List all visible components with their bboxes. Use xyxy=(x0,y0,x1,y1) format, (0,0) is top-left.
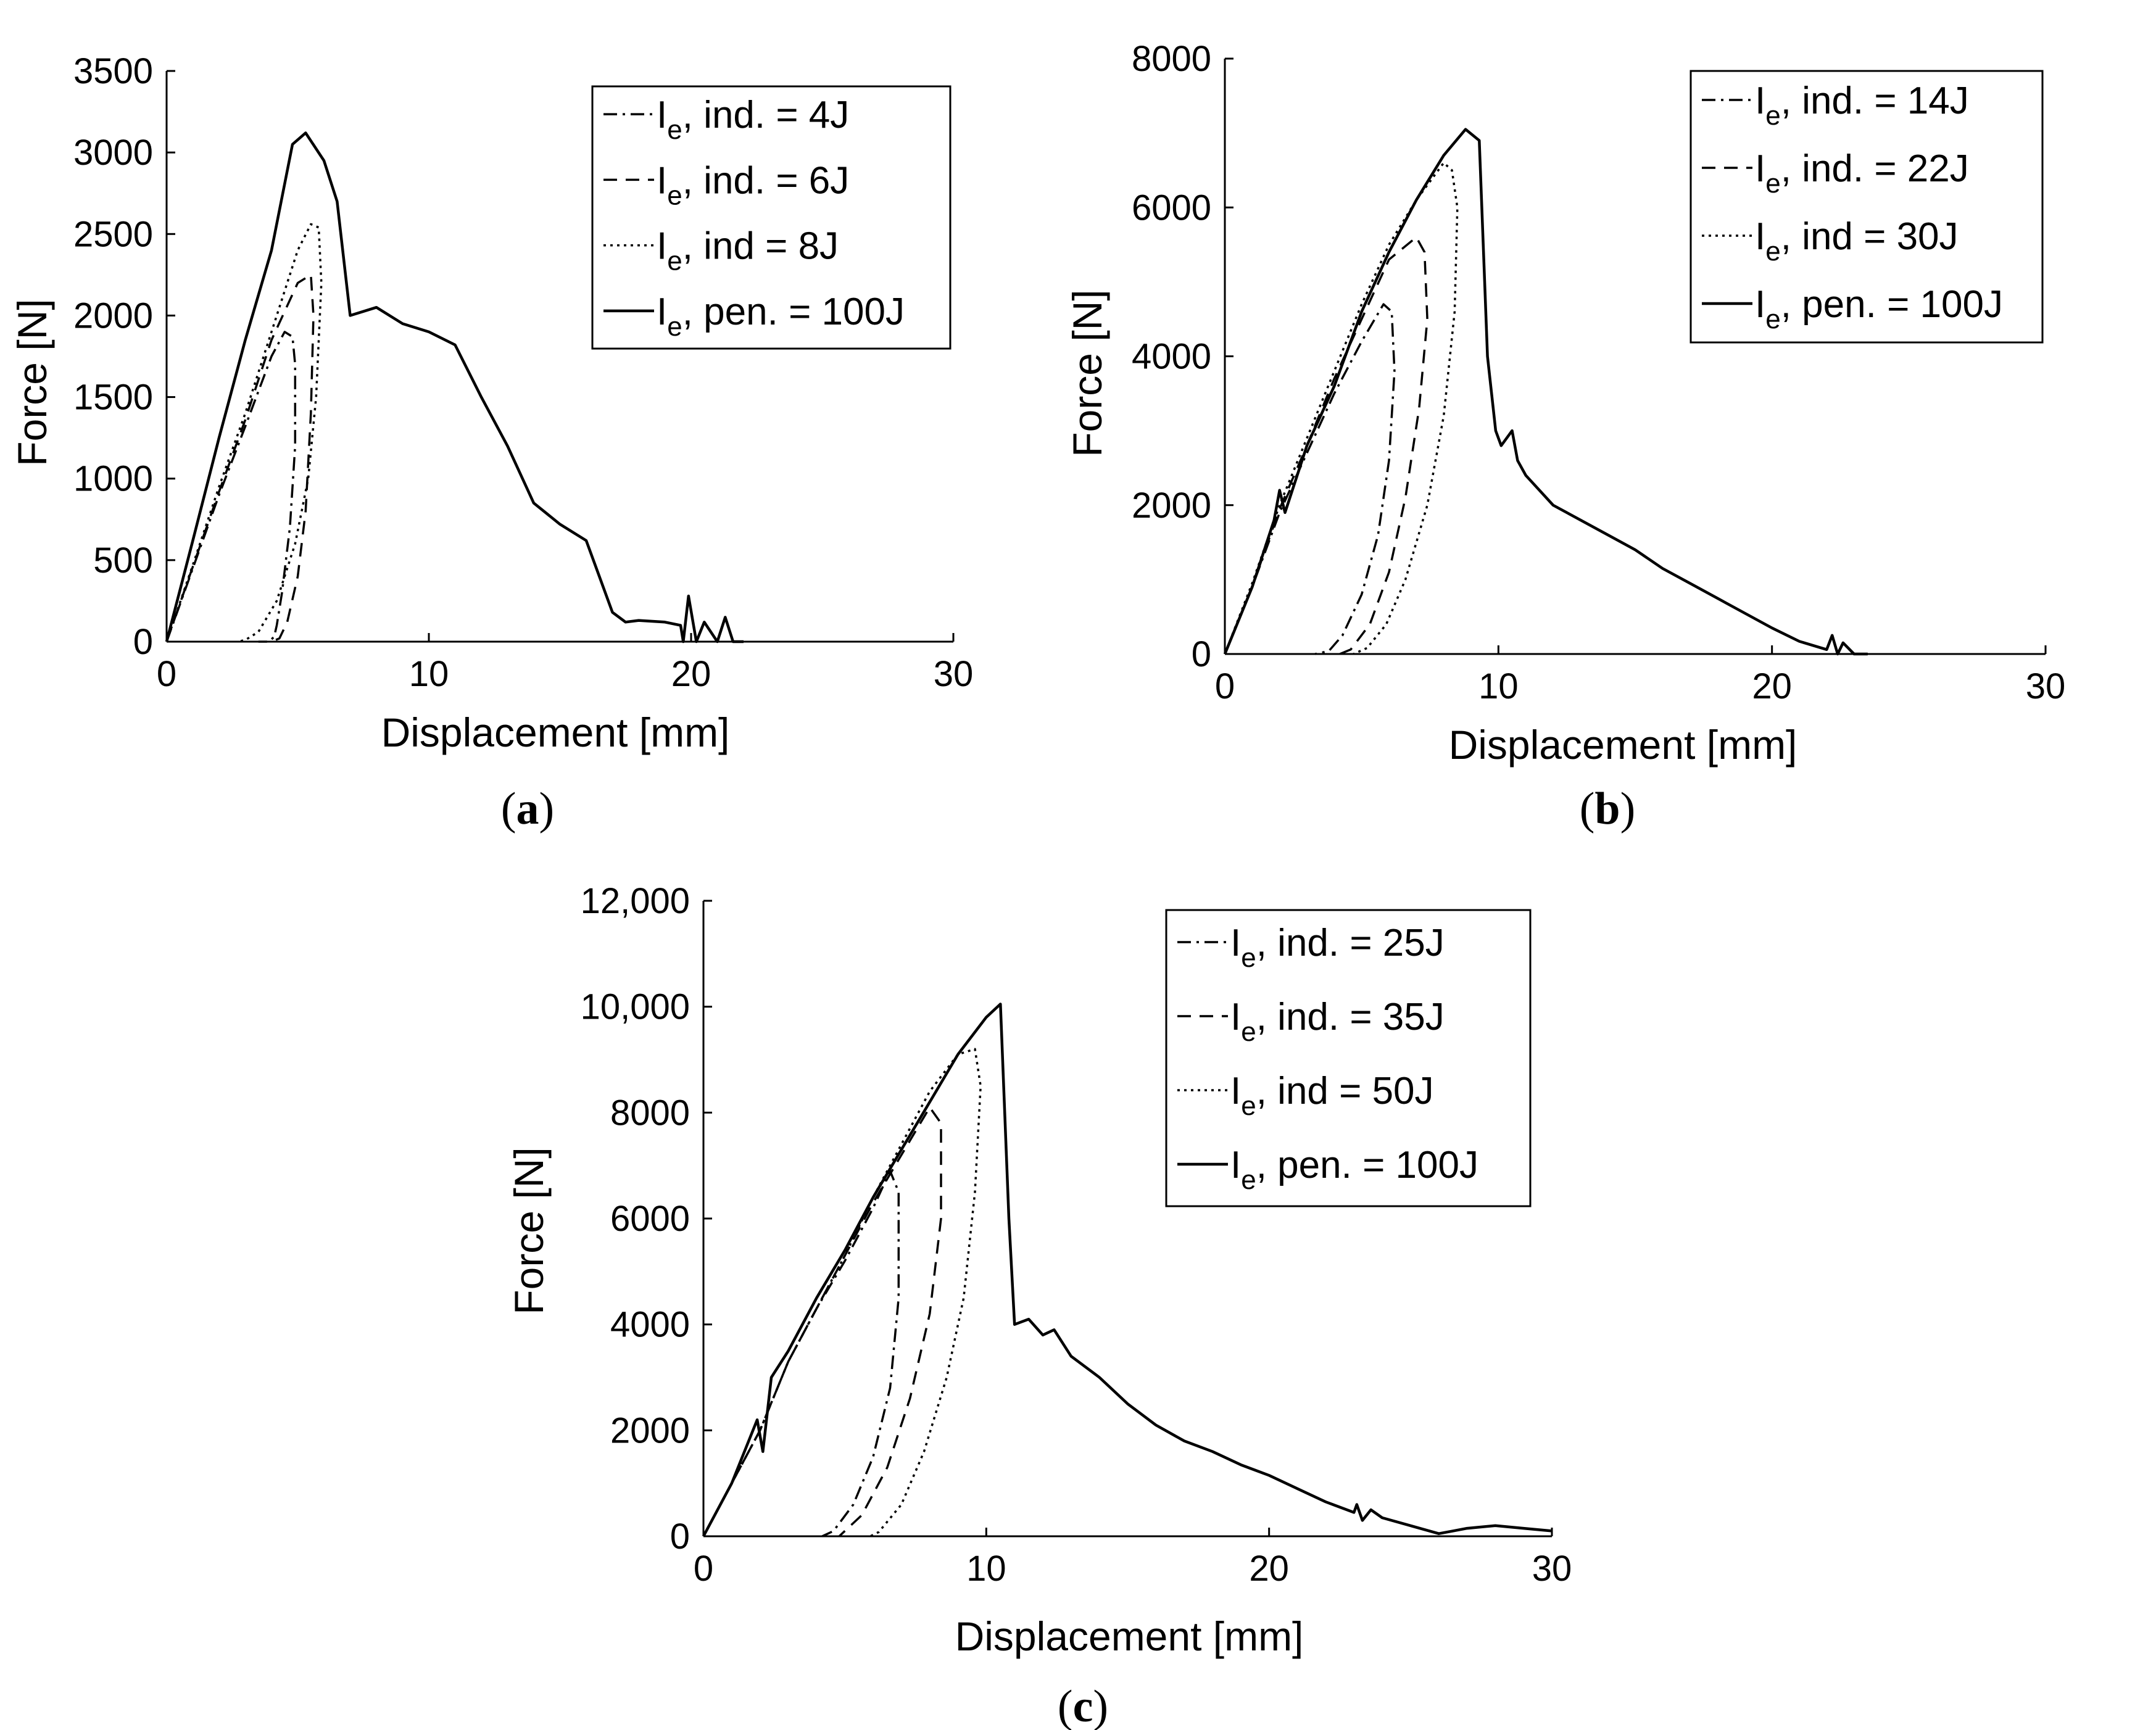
chart-panel-a: Force [N] Displacement [mm] Ie, ind. = 4… xyxy=(9,51,973,834)
x-tick-label: 0 xyxy=(157,654,176,694)
y-tick-label: 1000 xyxy=(73,459,153,499)
series-line-3 xyxy=(702,1048,982,1538)
x-axis-title: Displacement [mm] xyxy=(1449,722,1797,768)
x-axis-title: Displacement [mm] xyxy=(955,1613,1304,1659)
legend: Ie, ind. = 4J Ie, ind. = 6J Ie, ind = 8J Ie… xyxy=(591,85,952,350)
x-tick-label: 0 xyxy=(1215,666,1235,706)
y-tick-label: 2000 xyxy=(73,296,153,336)
x-tick-label: 30 xyxy=(2026,666,2066,706)
series-line-4 xyxy=(1223,128,1868,656)
y-axis-title-group: Force [N] xyxy=(506,1147,552,1314)
series-group xyxy=(165,131,744,644)
legend-label-4: Ie, pen. = 100J xyxy=(1230,1144,1478,1195)
x-tick-label: 20 xyxy=(1249,1549,1289,1589)
y-tick-label: 4000 xyxy=(610,1305,690,1345)
y-tick-label: 6000 xyxy=(1132,188,1211,228)
legend-label-3: Ie, ind = 50J xyxy=(1230,1070,1434,1121)
x-tick-label: 20 xyxy=(1752,666,1792,706)
caption: (a) xyxy=(501,784,554,834)
series-line-3 xyxy=(1224,162,1459,655)
chart-panel-c: Force [N] Displacement [mm] Ie, ind. = 2… xyxy=(506,881,1572,1730)
y-tick-label: 2000 xyxy=(1132,486,1211,526)
chart-panel-b: Force [N] Displacement [mm] Ie, ind. = 1… xyxy=(1064,39,2065,834)
legend: Ie, ind. = 14J Ie, ind. = 22J Ie, ind = 30… xyxy=(1690,70,2044,344)
legend-label-2: Ie, ind. = 22J xyxy=(1755,147,1969,199)
series-line-2 xyxy=(1224,236,1428,655)
y-tick-label: 2000 xyxy=(610,1410,690,1451)
y-tick-label: 3500 xyxy=(73,51,153,91)
caption-letter: a xyxy=(516,784,539,834)
series-line-2 xyxy=(165,273,315,643)
axes: 0 10 20 30 0 2000 4000 6000 8000 10,000 12,000 xyxy=(581,881,1572,1589)
y-tick-label: 3000 xyxy=(73,133,153,173)
y-tick-label: 0 xyxy=(1192,634,1211,674)
axes: 0 10 20 30 0 2000 4000 6000 8000 xyxy=(1132,39,2065,706)
x-tick-label: 10 xyxy=(409,654,449,694)
y-axis-title-group: Force [N] xyxy=(1064,289,1110,457)
caption-letter: b xyxy=(1594,784,1620,834)
legend-label-2: Ie, ind. = 35J xyxy=(1230,996,1445,1047)
y-axis-title: Force [N] xyxy=(1064,289,1110,457)
caption: (b) xyxy=(1580,784,1635,834)
legend-label-4: Ie, pen. = 100J xyxy=(657,291,905,342)
series-line-4 xyxy=(165,131,744,644)
x-axis-title: Displacement [mm] xyxy=(381,710,730,755)
legend-box xyxy=(1690,70,2044,344)
series-line-1 xyxy=(1224,303,1396,655)
caption-letter: c xyxy=(1073,1681,1093,1730)
x-tick-label: 30 xyxy=(1532,1549,1572,1589)
y-axis-title: Force [N] xyxy=(9,299,55,466)
y-axis-title: Force [N] xyxy=(506,1147,552,1314)
x-tick-label: 20 xyxy=(671,654,711,694)
series-line-1 xyxy=(165,331,297,643)
y-tick-label: 6000 xyxy=(610,1199,690,1239)
y-tick-label: 500 xyxy=(93,540,153,581)
series-line-4 xyxy=(702,1003,1553,1538)
series-group xyxy=(1223,128,1868,656)
x-tick-label: 10 xyxy=(1478,666,1519,706)
x-tick-label: 30 xyxy=(934,654,974,694)
legend-label-3: Ie, ind = 30J xyxy=(1755,215,1959,267)
legend-box xyxy=(1165,909,1532,1207)
y-tick-label: 10,000 xyxy=(581,987,690,1027)
caption: (c) xyxy=(1058,1681,1108,1730)
y-tick-label: 8000 xyxy=(610,1093,690,1133)
legend-label-1: Ie, ind. = 4J xyxy=(657,94,849,145)
y-tick-label: 8000 xyxy=(1132,39,1211,79)
legend: Ie, ind. = 25J Ie, ind. = 35J Ie, ind = 50… xyxy=(1165,909,1532,1207)
y-tick-label: 2500 xyxy=(73,214,153,254)
x-tick-label: 0 xyxy=(694,1549,713,1589)
legend-label-3: Ie, ind = 8J xyxy=(657,225,839,276)
y-axis-title-group: Force [N] xyxy=(9,299,55,466)
y-tick-label: 4000 xyxy=(1132,337,1211,377)
series-group xyxy=(702,1003,1553,1538)
legend-label-2: Ie, ind. = 6J xyxy=(657,159,849,210)
x-tick-label: 10 xyxy=(966,1549,1006,1589)
legend-label-1: Ie, ind. = 14J xyxy=(1755,80,1969,131)
y-tick-label: 1500 xyxy=(73,378,153,418)
series-line-2 xyxy=(702,1106,942,1538)
legend-label-1: Ie, ind. = 25J xyxy=(1230,922,1445,973)
axes: 0 10 20 30 0 500 1000 1500 2000 2500 3000 3500 xyxy=(73,51,973,694)
legend-label-4: Ie, pen. = 100J xyxy=(1755,283,2003,334)
y-tick-label: 0 xyxy=(670,1517,690,1557)
y-tick-label: 0 xyxy=(133,622,153,662)
y-tick-label: 12,000 xyxy=(581,881,690,921)
legend-box xyxy=(591,85,952,350)
